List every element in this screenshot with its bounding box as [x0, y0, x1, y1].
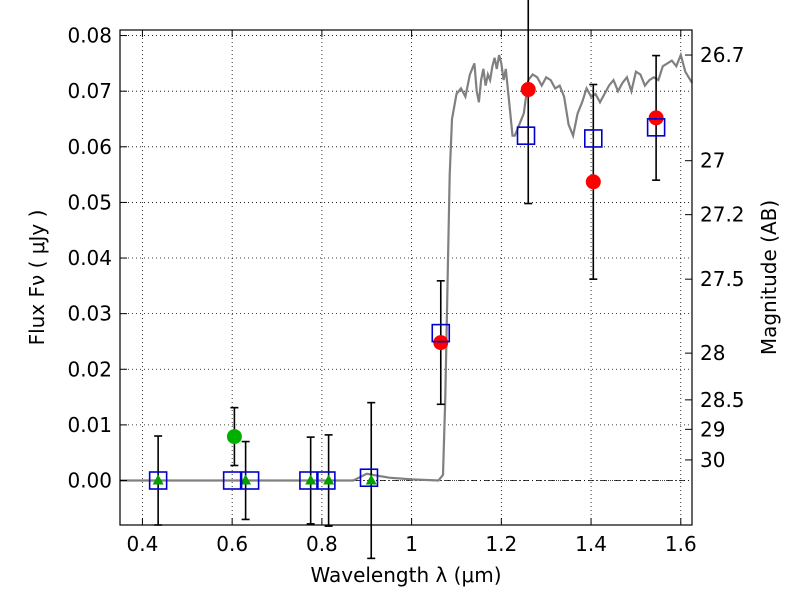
y-tick-label: 0.07 — [67, 79, 112, 103]
y-tick-label: 0.01 — [67, 413, 112, 437]
model-photometry-square — [299, 471, 318, 490]
model-photometry-square — [584, 129, 603, 148]
error-bars — [154, 0, 661, 560]
grid — [120, 30, 692, 525]
upper-limit-triangle — [323, 474, 335, 485]
detection-point — [433, 335, 449, 351]
x-tick-label: 0.4 — [127, 532, 159, 556]
data-points — [148, 82, 666, 490]
y2-tick-label: 28 — [700, 341, 725, 365]
y2-axis-label: Magnitude (AB) — [757, 200, 781, 355]
model-photometry-square — [431, 323, 451, 343]
model-photometry-square — [148, 471, 168, 490]
x-tick-label: 1.4 — [575, 532, 607, 556]
y2-tick-label: 26.7 — [700, 43, 745, 67]
y-tick-label: 0.05 — [67, 190, 112, 214]
upper-limit-triangle — [240, 474, 252, 485]
upper-limit-triangle — [365, 474, 377, 485]
y2-tick-label: 27.2 — [700, 203, 745, 227]
y2-tick-label: 28.5 — [700, 388, 745, 412]
model-photometry-square — [516, 126, 536, 145]
x-tick-label: 0.8 — [306, 532, 338, 556]
y2-tick-label: 27 — [700, 149, 725, 173]
detection-point — [648, 110, 664, 126]
y-axis-label: Flux Fν ( μJy ) — [25, 210, 49, 346]
model-photometry-square — [359, 468, 379, 488]
model-photometry-square — [222, 471, 242, 490]
y-tick-label: 0.04 — [67, 246, 112, 270]
model-photometry-square — [317, 471, 336, 490]
y-tick-label: 0.08 — [67, 24, 112, 48]
detection-point — [585, 174, 601, 190]
y-tick-label: 0.06 — [67, 135, 112, 159]
y-tick-label: 0.02 — [67, 357, 112, 381]
plot-frame — [119, 29, 693, 526]
x-tick-label: 1.2 — [485, 532, 517, 556]
y2-tick-label: 29 — [700, 417, 725, 441]
y2-tick-label: 30 — [700, 448, 725, 472]
upper-limit-triangle — [305, 474, 317, 485]
low-sn-point — [226, 429, 242, 445]
ticks: 0.4 0.6 0.8 1 1.2 1.4 1.6 0.00 0.01 0.02 0.03 0.04 0… — [67, 24, 744, 556]
x-tick-label: 1.6 — [665, 532, 697, 556]
x-tick-label: 0.6 — [216, 532, 248, 556]
y-tick-label: 0.00 — [67, 469, 112, 493]
upper-limit-triangle — [152, 474, 164, 485]
x-tick-label: 1 — [405, 532, 418, 556]
detection-point — [520, 82, 536, 98]
model-sed — [120, 51, 693, 482]
model-sed-line — [120, 51, 693, 482]
model-photometry-square — [240, 471, 260, 490]
model-photometry-square — [646, 118, 666, 137]
y2-tick-label: 27.5 — [700, 267, 745, 291]
x-axis-label: Wavelength λ (μm) — [310, 563, 501, 587]
y-tick-label: 0.03 — [67, 302, 112, 326]
